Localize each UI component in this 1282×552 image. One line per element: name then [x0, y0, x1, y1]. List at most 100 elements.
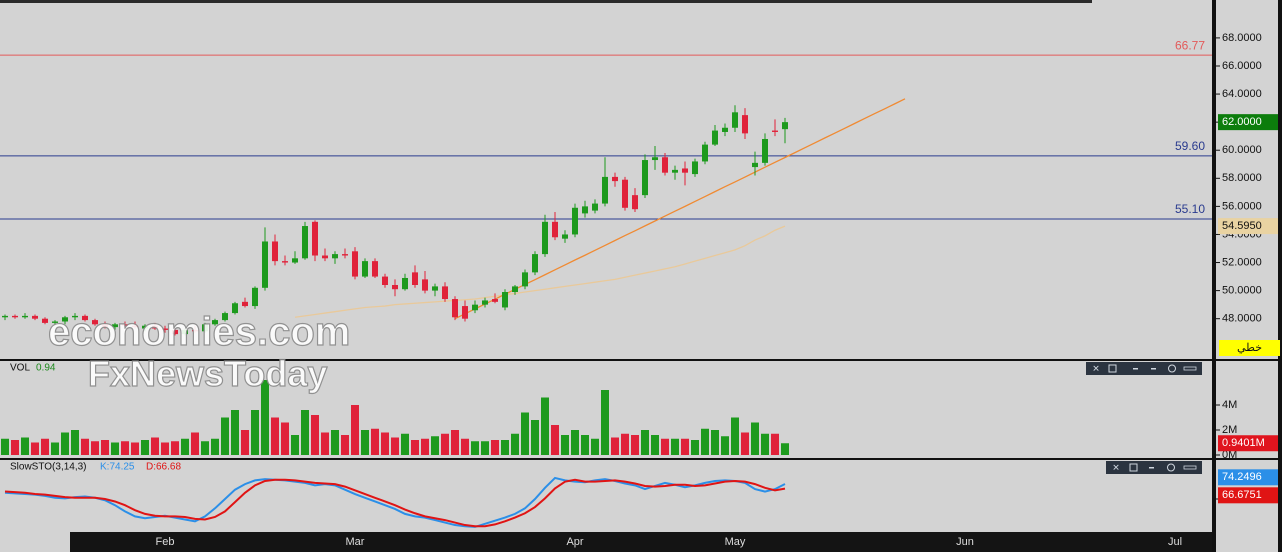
stoch-toolbar[interactable]: ✕ [1106, 461, 1202, 474]
candle-body [672, 169, 678, 173]
volume-bar [111, 442, 119, 455]
candle-body [652, 157, 658, 161]
more-icon[interactable] [1183, 465, 1197, 470]
value-marker-label: 0.9401M [1222, 437, 1265, 449]
x-tick-label: Jul [1168, 536, 1182, 548]
volume-bar [601, 390, 609, 455]
candle-body [342, 254, 348, 256]
volume-bar [771, 433, 779, 455]
settings-icon[interactable] [1167, 463, 1175, 472]
candle-body [772, 130, 778, 132]
y-tick-label: 56.0000 [1222, 200, 1262, 212]
volume-bar [61, 432, 69, 455]
candle-body [82, 315, 88, 321]
candle-body [132, 325, 138, 328]
candle-body [292, 258, 298, 263]
up-icon[interactable] [1149, 467, 1154, 469]
volume-toolbar[interactable]: ✕ [1086, 362, 1202, 375]
candle-body [202, 324, 208, 332]
candle-body [242, 301, 248, 307]
candle-body [782, 122, 788, 130]
volume-bar [221, 417, 229, 455]
close-icon[interactable]: ✕ [1112, 462, 1120, 472]
restore-icon[interactable] [1129, 463, 1138, 472]
volume-bar [351, 405, 359, 455]
x-tick-label: May [725, 536, 746, 548]
volume-bar [741, 432, 749, 455]
candle-body [452, 299, 458, 318]
volume-bar [411, 440, 419, 455]
more-icon[interactable] [1183, 366, 1197, 371]
volume-bar [631, 435, 639, 455]
candle-body [152, 325, 158, 329]
y-tick-label: 2M [1222, 424, 1237, 436]
candle-body [572, 207, 578, 235]
candle-body [372, 261, 378, 277]
up-icon[interactable] [1133, 368, 1138, 370]
volume-bar [781, 443, 789, 455]
candle-body [172, 329, 178, 335]
candle-body [502, 292, 508, 308]
candle-body [382, 276, 388, 285]
volume-bar [701, 428, 709, 455]
volume-current: 0.94 [36, 363, 56, 374]
candle-body [462, 306, 468, 319]
volume-bar [531, 420, 539, 455]
stoch-k-label: K:74.25 [100, 462, 135, 473]
candle-body [602, 176, 608, 204]
down-icon[interactable] [1151, 368, 1156, 370]
volume-bar [481, 441, 489, 455]
top-bar [0, 0, 1092, 3]
line-button[interactable] [1219, 340, 1280, 356]
candle-body [222, 313, 228, 321]
volume-bar [731, 417, 739, 455]
volume-bar [291, 435, 299, 455]
volume-bar [271, 417, 279, 455]
candle-body [582, 206, 588, 214]
candle-body [42, 318, 48, 323]
volume-bar [31, 442, 39, 455]
candle-body [422, 279, 428, 291]
x-tick-label: Mar [346, 536, 365, 548]
restore-icon[interactable] [1108, 364, 1117, 373]
volume-bar [501, 440, 509, 455]
toolbar[interactable] [1086, 362, 1202, 375]
candle-body [472, 304, 478, 311]
candle-body [62, 317, 68, 322]
line-button-label[interactable]: خطي [1237, 342, 1262, 354]
volume-bar [641, 430, 649, 455]
volume-bar [571, 430, 579, 455]
volume-bar [381, 432, 389, 455]
candle-body [522, 272, 528, 287]
settings-icon[interactable] [1168, 364, 1176, 373]
candle-body [72, 315, 78, 318]
candle-body [562, 234, 568, 239]
volume-bar [581, 435, 589, 455]
value-marker-label: 54.5950 [1222, 220, 1262, 232]
candle-body [532, 254, 538, 273]
volume-bar [551, 425, 559, 455]
stoch-d-label: D:66.68 [146, 462, 181, 473]
value-marker [1218, 218, 1278, 235]
stoch-line [4, 478, 786, 528]
volume-bar [451, 430, 459, 455]
candle-body [2, 315, 8, 318]
candle-body [592, 203, 598, 211]
y-tick-label: 64.0000 [1222, 88, 1262, 100]
volume-bar [161, 442, 169, 455]
candle-body [362, 261, 368, 277]
volume-bar [491, 440, 499, 455]
candle-body [122, 324, 128, 326]
candle-body [322, 255, 328, 259]
right-edge [1278, 0, 1282, 552]
close-icon[interactable]: ✕ [1092, 363, 1100, 373]
volume-bar [51, 442, 59, 455]
candle-body [542, 221, 548, 255]
volume-bar [401, 433, 409, 455]
candle-body [702, 144, 708, 162]
volume-bar [681, 438, 689, 455]
candle-body [482, 300, 488, 305]
level-label: 55.10 [1175, 202, 1205, 216]
candle-body [32, 315, 38, 319]
